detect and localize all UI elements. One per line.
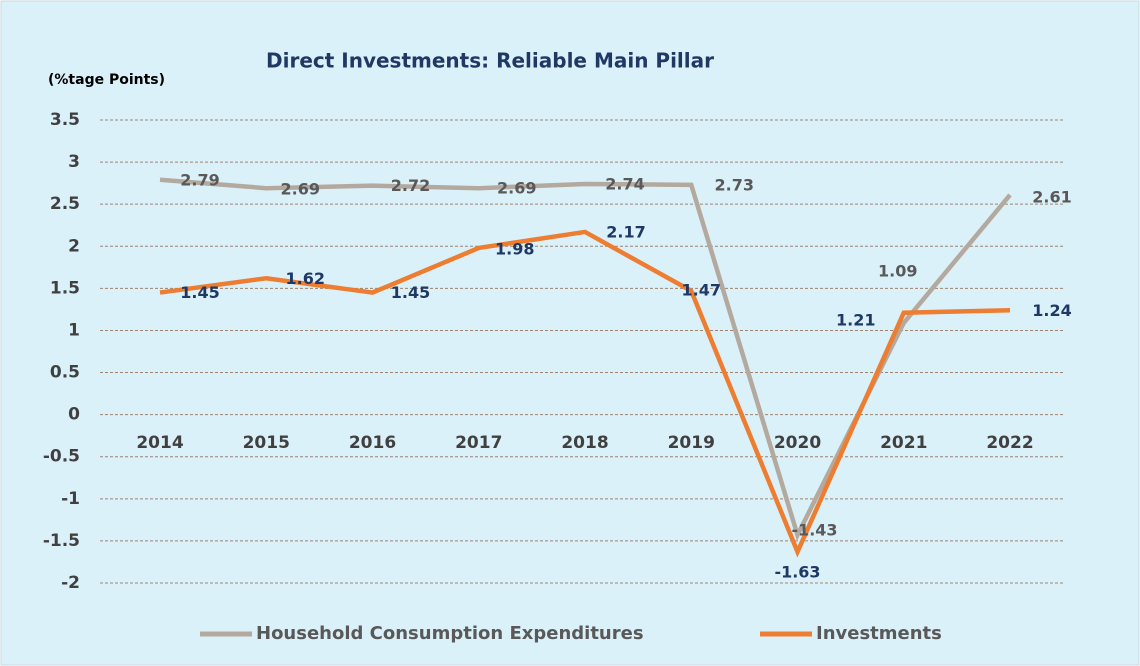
data-label: 2.79 xyxy=(180,170,219,189)
data-label: 2.69 xyxy=(281,180,320,199)
data-label: 1.09 xyxy=(878,261,917,280)
x-tick-label: 2022 xyxy=(986,433,1033,453)
data-label: 2.17 xyxy=(606,222,645,241)
chart-title: Direct Investments: Reliable Main Pillar xyxy=(266,49,714,73)
x-tick-label: 2018 xyxy=(561,433,608,453)
data-label: 1.21 xyxy=(836,310,875,329)
data-label: 1.24 xyxy=(1032,301,1071,320)
data-label: 2.74 xyxy=(605,174,644,193)
data-label: -1.43 xyxy=(791,521,837,540)
data-label: 1.45 xyxy=(180,283,219,302)
y-axis-label: (%tage Points) xyxy=(48,72,165,88)
data-label: 1.98 xyxy=(495,239,534,258)
y-tick-label: 1.5 xyxy=(50,278,80,298)
x-tick-label: 2017 xyxy=(455,433,502,453)
y-tick-label: 0.5 xyxy=(50,363,80,383)
y-tick-label: 2 xyxy=(68,236,80,256)
y-tick-label: 1 xyxy=(68,320,80,340)
series-line xyxy=(159,229,1011,558)
data-label: 1.62 xyxy=(286,269,325,288)
y-tick-label: 2.5 xyxy=(50,194,80,214)
y-tick-label: 3.5 xyxy=(50,110,80,130)
y-tick-label: 0 xyxy=(68,405,80,425)
y-tick-label: -0.5 xyxy=(43,447,80,467)
data-label: -1.63 xyxy=(774,562,820,581)
x-tick-label: 2020 xyxy=(774,433,821,453)
x-tick-label: 2015 xyxy=(243,433,290,453)
x-tick-label: 2016 xyxy=(349,433,396,453)
x-tick-label: 2019 xyxy=(668,433,715,453)
legend-label: Household Consumption Expenditures xyxy=(256,623,644,644)
data-label: 2.69 xyxy=(497,179,536,198)
y-tick-label: 3 xyxy=(68,152,80,172)
y-tick-label: -1.5 xyxy=(43,531,80,551)
data-label: 2.73 xyxy=(715,175,754,194)
data-label: 1.47 xyxy=(682,280,721,299)
y-tick-label: -1 xyxy=(61,489,80,509)
y-tick-label: -2 xyxy=(61,573,80,593)
data-label: 2.61 xyxy=(1032,187,1071,206)
data-label: 2.72 xyxy=(391,176,430,195)
data-label: 1.45 xyxy=(391,283,430,302)
legend-label: Investments xyxy=(816,623,942,644)
x-tick-label: 2014 xyxy=(136,433,183,453)
x-tick-label: 2021 xyxy=(880,433,927,453)
